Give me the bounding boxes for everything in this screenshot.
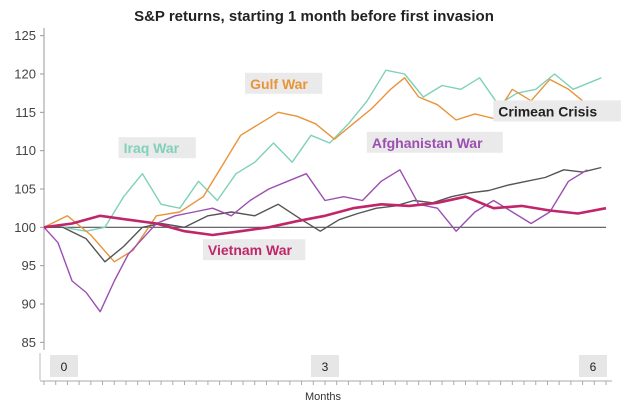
y-tick-label: 105 [14, 182, 36, 197]
series-label-bg-gulf-war [245, 72, 323, 94]
x-tick-box [50, 355, 78, 377]
series-labels: Gulf War Iraq War Crimean Crisis Afghanista… [118, 72, 621, 261]
x-axis-label: Months [305, 391, 342, 403]
series-line-crimean-crisis [44, 166, 602, 263]
series-label-afghanistan-war: Afghanistan War [372, 135, 483, 151]
y-tick-label: 110 [15, 143, 36, 158]
chart-title: S&P returns, starting 1 month before fir… [134, 8, 494, 25]
series-label-bg-afghanistan-war [366, 131, 503, 153]
series-label-gulf-war: Gulf War [250, 76, 308, 92]
y-tick-label: 95 [22, 258, 36, 273]
series-label-crimean-crisis: Crimean Crisis [498, 103, 597, 119]
series-label-iraq-war: Iraq War [124, 140, 180, 156]
y-tick-label: 115 [15, 105, 36, 120]
y-tick-label: 85 [22, 335, 36, 350]
x-tick-label: 0 [61, 360, 68, 374]
series-label-bg-vietnam-war [202, 239, 306, 261]
y-tick-label: 90 [22, 297, 36, 312]
x-tick-box [579, 355, 607, 377]
series-label-vietnam-war: Vietnam War [208, 242, 293, 258]
x-tick-label: 6 [590, 360, 597, 374]
y-axis: 85 90 95 100 105 110 115 120 125 [14, 28, 45, 350]
series-line-afghanistan-war [43, 169, 588, 313]
series-label-bg-crimean-crisis [493, 100, 621, 122]
series-line-vietnam-war [43, 195, 607, 237]
y-tick-label: 100 [14, 220, 36, 235]
x-tick-box [311, 355, 339, 377]
x-tick-label: 3 [322, 360, 329, 374]
y-tick-label: 125 [14, 28, 36, 43]
x-axis-band: 0 3 6 [39, 353, 612, 385]
series-label-bg-iraq-war [118, 137, 196, 159]
y-tick-label: 120 [14, 67, 36, 82]
